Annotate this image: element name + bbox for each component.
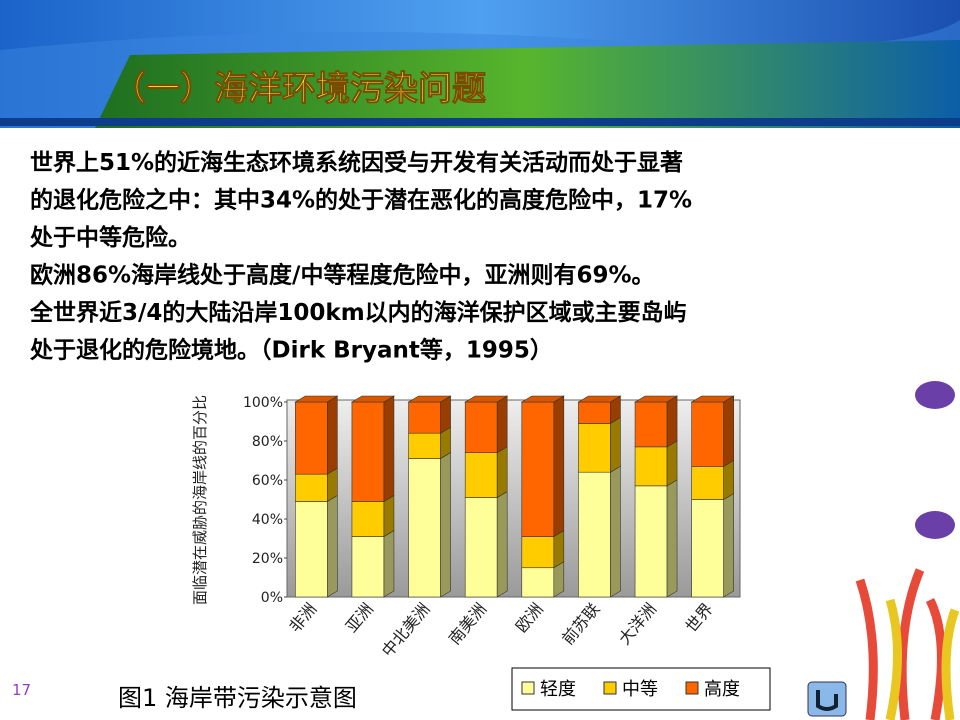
bar-side xyxy=(610,416,621,473)
bar-segment xyxy=(578,401,611,424)
bar-side xyxy=(723,395,734,467)
paragraph-line: 处于退化的危险境地。（Dirk Bryant等，1995） xyxy=(29,337,553,364)
bar-side xyxy=(666,479,678,598)
caption: 图1 海岸带污染示意图 xyxy=(118,684,357,712)
bar-side xyxy=(383,530,395,598)
bar-segment xyxy=(691,401,724,467)
bar-segment xyxy=(634,401,668,448)
bar-side xyxy=(440,395,451,434)
paragraph-line: 欧洲86%海岸线处于高度/中等程度危险中，亚洲则有69%。 xyxy=(30,262,655,289)
bar-segment xyxy=(295,401,328,475)
x-tick-label: 非洲 xyxy=(285,599,320,636)
bar-segment xyxy=(578,423,611,473)
bar-side xyxy=(553,395,565,538)
y-tick-label: 60% xyxy=(252,473,283,489)
page-number: 17 xyxy=(12,681,31,699)
bar-top xyxy=(407,395,452,403)
legend-swatch xyxy=(521,681,535,695)
bar-segment xyxy=(578,471,611,598)
bar-side xyxy=(496,491,508,598)
bar-segment xyxy=(295,473,328,502)
bar-segment xyxy=(464,452,498,498)
back-icon xyxy=(816,690,838,711)
decoration xyxy=(807,381,960,720)
bar-segment xyxy=(464,497,498,598)
bar-segment xyxy=(408,432,441,459)
bar-segment xyxy=(691,499,724,598)
bar-segment xyxy=(351,401,385,502)
y-tick-label: 80% xyxy=(252,434,283,450)
bar-side xyxy=(496,395,508,454)
bar-top xyxy=(350,395,396,403)
bar-side xyxy=(383,395,395,502)
fish xyxy=(915,511,955,539)
x-tick-label: 南美洲 xyxy=(445,599,490,648)
bar-side xyxy=(496,446,508,499)
bar-side xyxy=(327,395,338,475)
bar-segment xyxy=(521,401,555,537)
bar-top xyxy=(464,395,509,403)
bar-side xyxy=(723,459,734,501)
coral xyxy=(855,568,946,720)
bar-segment xyxy=(691,466,724,500)
bar-top xyxy=(294,395,339,403)
bar-top xyxy=(690,395,735,403)
bar-segment xyxy=(351,536,385,598)
paragraph: 世界上51%的近海生态环境系统因受与开发有关活动而处于显著的退化危险之中：其中3… xyxy=(29,149,692,364)
legend-label: 高度 xyxy=(704,679,740,700)
bar-side xyxy=(553,530,565,569)
paragraph-line: 世界上51%的近海生态环境系统因受与开发有关活动而处于显著 xyxy=(30,149,683,176)
bar-top xyxy=(577,395,622,403)
slide-title: （一）海洋环境污染问题 xyxy=(112,69,486,109)
bar-segment xyxy=(634,485,668,598)
bar-side xyxy=(723,492,734,598)
y-axis-label: 面临潜在威胁的海岸线的百分比 xyxy=(191,395,209,605)
paragraph-line: 处于中等危险。 xyxy=(29,224,191,251)
y-tick-label: 20% xyxy=(252,551,283,567)
bar-side xyxy=(383,494,395,538)
bar-side xyxy=(440,452,451,598)
title-strip xyxy=(95,40,960,128)
legend-swatch xyxy=(685,681,699,695)
legend-swatch xyxy=(603,681,617,695)
banner-edge xyxy=(0,118,960,126)
legend-label: 中等 xyxy=(622,679,658,700)
bar-side xyxy=(666,395,678,448)
bar-segment xyxy=(464,401,498,454)
x-tick-label: 大洋洲 xyxy=(615,599,660,648)
bar-side xyxy=(666,440,678,487)
paragraph-line: 的退化危险之中：其中34%的处于潜在恶化的高度危险中，17% xyxy=(30,187,692,214)
paragraph-line: 全世界近3/4的大陆沿岸100km以内的海洋保护区域或主要岛屿 xyxy=(29,299,687,326)
fish xyxy=(915,381,955,409)
bar-segment xyxy=(295,501,328,598)
bar-top xyxy=(633,395,679,403)
coral xyxy=(885,598,960,720)
bar-segment xyxy=(408,401,441,434)
bar-side xyxy=(610,465,621,598)
x-tick-label: 世界 xyxy=(682,599,717,636)
bar-side xyxy=(327,494,338,598)
y-tick-label: 40% xyxy=(252,512,283,528)
x-tick-label: 前苏联 xyxy=(558,599,603,648)
y-tick-label: 100% xyxy=(243,395,283,411)
x-tick-label: 中北美洲 xyxy=(378,599,434,660)
bar-segment xyxy=(521,536,555,569)
bar-segment xyxy=(408,458,441,598)
legend xyxy=(511,667,771,711)
legend-label: 轻度 xyxy=(540,679,576,700)
bar-segment xyxy=(634,446,668,487)
x-tick-label: 亚洲 xyxy=(342,599,377,636)
x-tick-label: 欧洲 xyxy=(512,599,547,636)
y-tick-label: 0% xyxy=(261,590,283,606)
bar-segment xyxy=(351,501,385,537)
bar-segment xyxy=(521,567,555,598)
bar-top xyxy=(520,395,565,403)
